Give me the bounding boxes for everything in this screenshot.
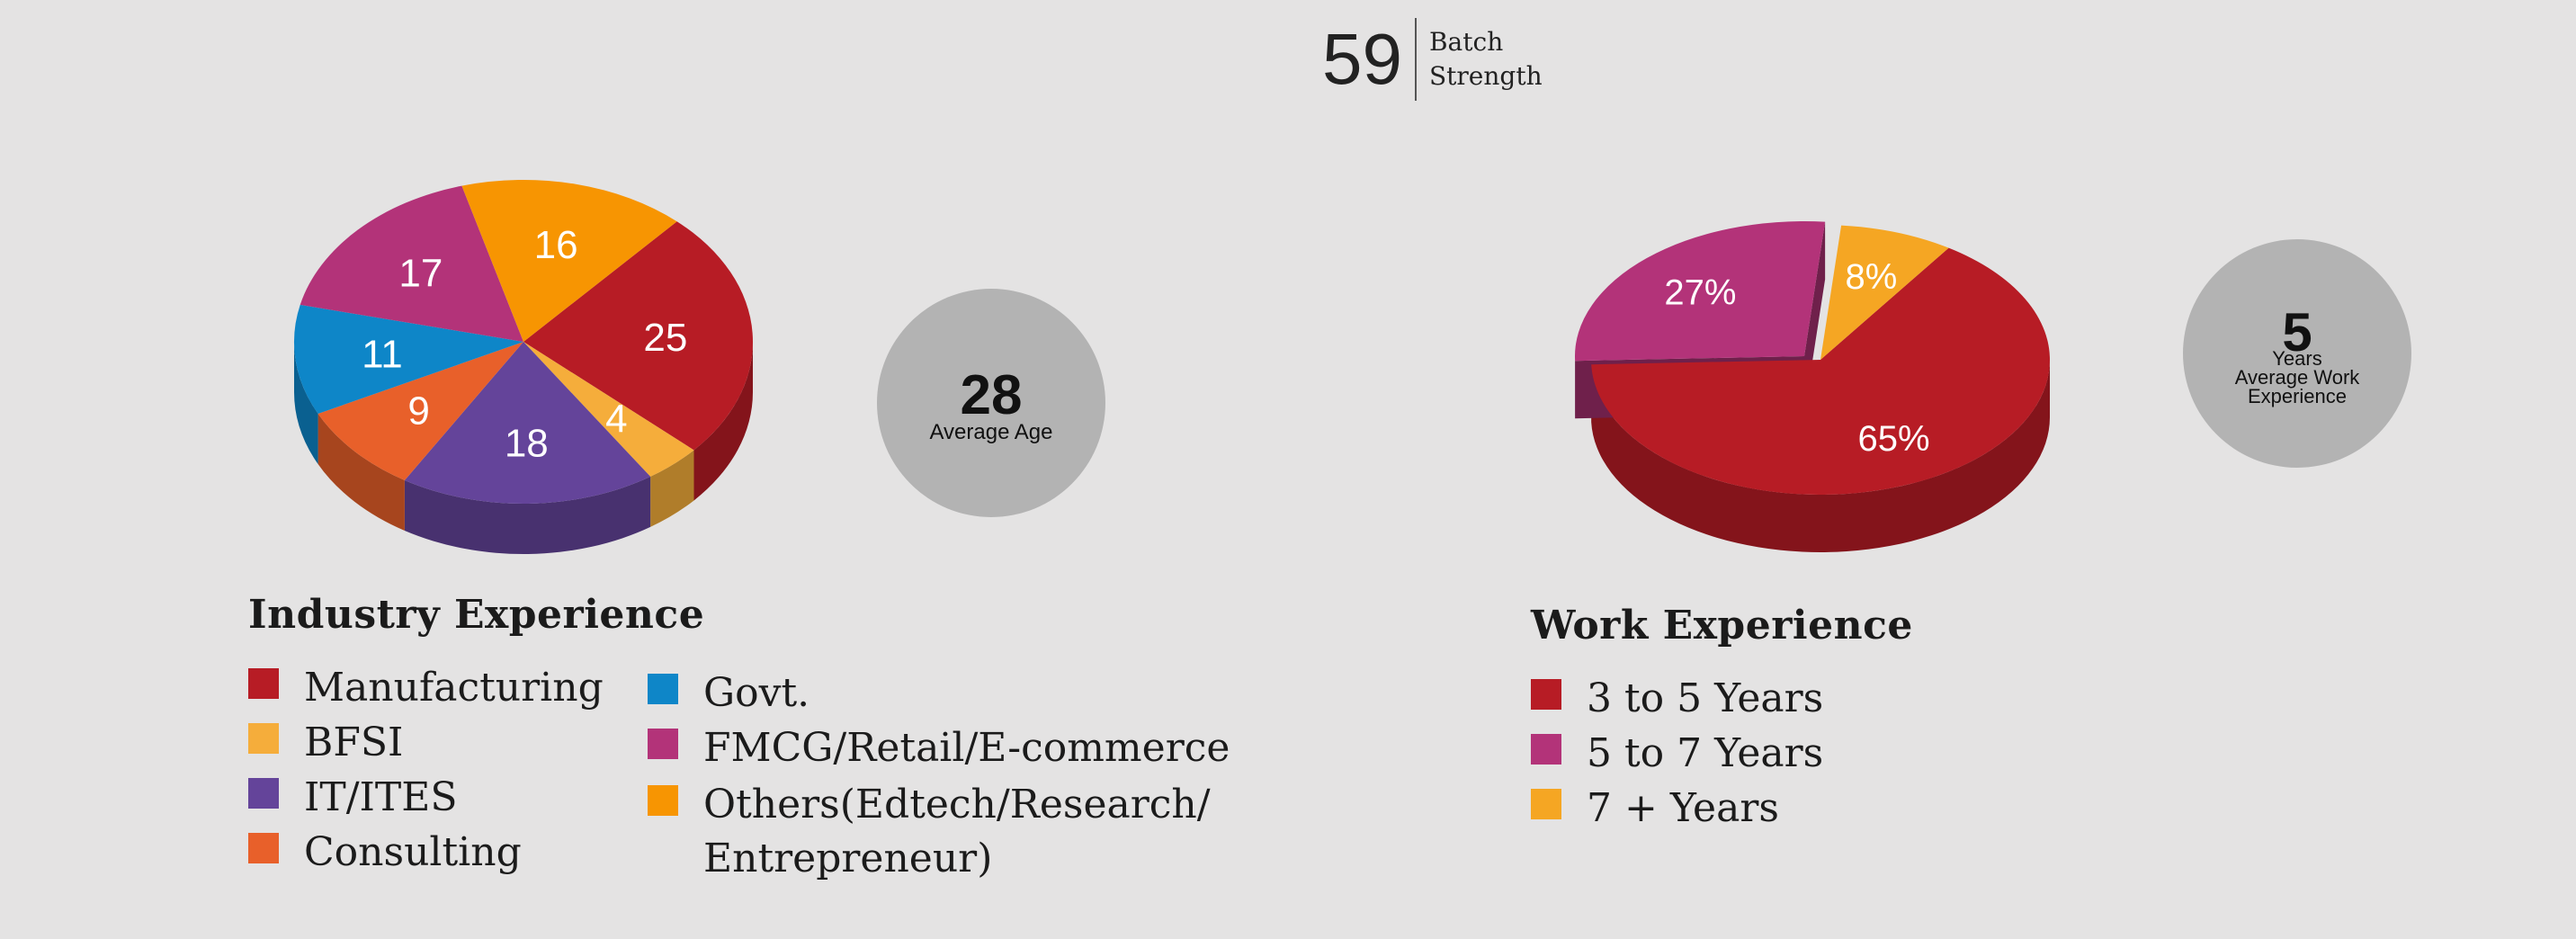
pie-side-bfsi [650,450,694,527]
legend-item-3-to-5-years: 3 to 5 Years [1531,672,1823,726]
legend-swatch [648,674,678,704]
legend-item-it-ites: IT/ITES [248,771,458,825]
average-work-experience-label-1: Average Work [2235,366,2361,389]
pie-slice-3-to-5-years [1591,247,2050,496]
pie-side-manufacturing [693,342,753,501]
work-legend-title: Work Experience [1531,603,1913,648]
legend-item-bfsi: BFSI [248,716,403,770]
legend-swatch [1531,679,1561,710]
pie-value-label-govt: 11 [362,333,403,377]
legend-swatch [248,778,279,809]
legend-item-fmcg: FMCG/Retail/E-commerce [648,721,1230,775]
pie-slice-consulting [318,342,523,480]
legend-swatch [648,785,678,816]
batch-strength-value: 59 [1322,19,1402,99]
average-work-experience-unit: Years [2272,347,2321,370]
industry-legend-title: Industry Experience [248,592,705,638]
average-work-experience-bubble [2183,239,2411,468]
legend-item-consulting: Consulting [248,826,522,880]
legend-item-govt: Govt. [648,666,809,720]
average-age-value: 28 [961,364,1023,426]
pie-slice-fmcg-retail-e-commerce [300,185,523,342]
average-work-experience-value: 5 [2282,302,2312,362]
pie-value-label-5-to-7-years: 27% [1664,273,1736,312]
pie-value-label-fmcg-retail-e-commerce: 17 [398,252,443,296]
pie-value-label-manufacturing: 25 [643,316,687,360]
pie-value-label-others-edtech-research-entrepreneur: 16 [534,223,578,267]
legend-swatch [248,668,279,699]
pie-value-label-3-to-5-years: 65% [1858,419,1930,459]
batch-divider [1414,18,1417,101]
pie-slice-govt [294,304,523,415]
batch-strength: 59 Batch Strength [1322,16,1543,103]
legend-item-5-to-7-years: 5 to 7 Years [1531,727,1823,781]
legend-swatch [1531,734,1561,765]
work-pie-chart: 65% 27% 8% [1575,221,2050,553]
batch-strength-label: Batch Strength [1428,27,1543,91]
industry-pie-chart: 25 4 18 911 17 16 [294,180,754,554]
pie-value-label-it-ites: 18 [505,421,549,465]
pie-slice-bfsi [523,342,694,477]
average-age-circle: 28 Average Age [877,289,1105,517]
pie-value-label-7-years: 8% [1846,257,1898,297]
pie-slice-5-to-7-years [1575,221,1826,362]
legend-swatch [248,833,279,863]
legend-item-others: Others(Edtech/Research/ Entrepreneur) [648,778,1211,886]
pie-slice-others-edtech-research-entrepreneur [461,180,677,342]
legend-swatch [248,723,279,754]
average-work-experience-circle: 5 Years Average Work Experience [2183,239,2411,468]
legend-swatch [648,729,678,759]
pie-side-consulting [318,414,405,531]
average-age-bubble [877,289,1105,517]
legend-swatch [1531,789,1561,819]
pie-value-label-consulting: 9 [407,389,429,433]
pie-slice-7-years [1820,225,1949,360]
average-work-experience-label-2: Experience [2248,385,2347,407]
pie-slice-manufacturing [523,221,754,451]
pie-side-3-to-5-years [1591,360,2050,553]
legend-item-7-plus-years: 7 + Years [1531,782,1779,836]
pie-value-label-bfsi: 4 [605,397,627,441]
average-age-label: Average Age [929,420,1052,444]
pie-slice-it-ites [404,342,651,504]
legend-item-manufacturing: Manufacturing [248,661,604,715]
pie-side-govt [294,342,318,465]
pie-side-it-ites [404,476,651,554]
